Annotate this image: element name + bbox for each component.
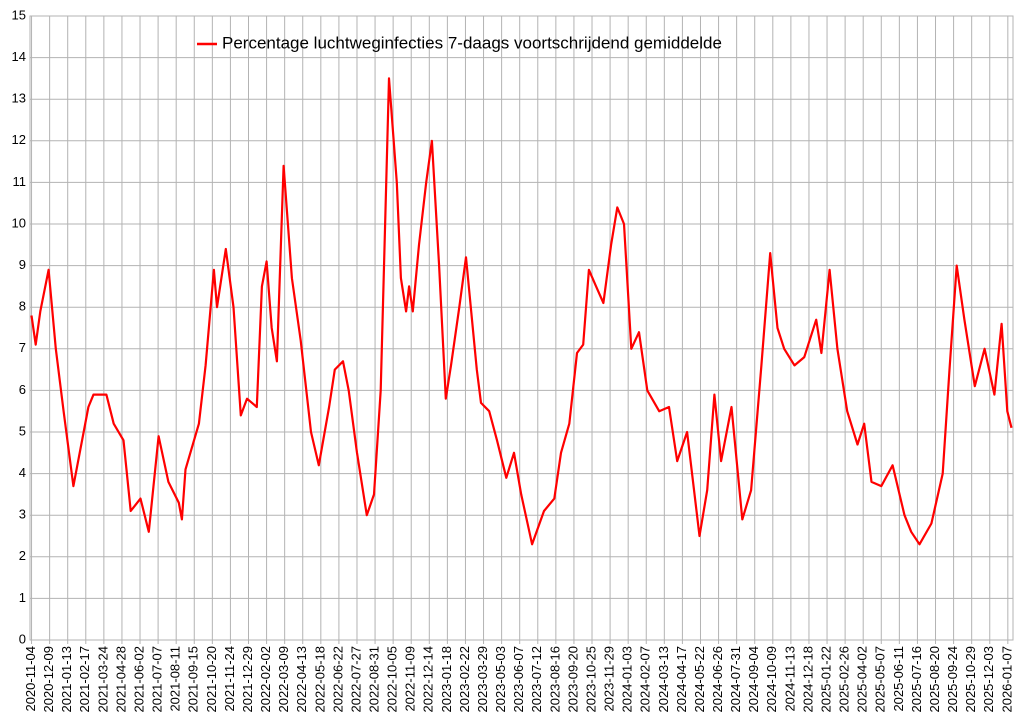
x-tick-label: 2022-04-13 (294, 646, 309, 713)
x-tick-label: 2021-04-28 (113, 646, 128, 713)
y-tick-label: 6 (19, 382, 26, 397)
x-tick-label: 2024-02-07 (638, 646, 653, 713)
x-tick-label: 2023-10-25 (583, 646, 598, 713)
y-tick-label: 15 (12, 7, 26, 22)
x-tick-label: 2025-09-24 (945, 646, 960, 713)
x-tick-label: 2024-09-04 (746, 646, 761, 713)
x-tick-label: 2024-11-13 (782, 646, 797, 712)
x-tick-label: 2021-03-24 (95, 646, 110, 713)
x-tick-label: 2021-10-20 (204, 646, 219, 713)
x-tick-label: 2022-03-09 (276, 646, 291, 713)
x-tick-label: 2025-08-20 (927, 646, 942, 713)
x-tick-label: 2024-05-22 (692, 646, 707, 713)
x-tick-label: 2022-07-27 (348, 646, 363, 713)
y-tick-label: 1 (19, 590, 26, 605)
x-tick-label: 2026-01-07 (999, 646, 1014, 713)
x-tick-label: 2021-02-17 (77, 646, 92, 713)
y-tick-label: 11 (13, 174, 27, 189)
data-line (30, 77, 1013, 546)
x-tick-label: 2023-06-07 (511, 646, 526, 713)
x-tick-label: 2023-08-16 (547, 646, 562, 713)
legend-label: Percentage luchtweginfecties 7-daags voo… (222, 33, 722, 52)
x-tick-label: 2024-04-17 (674, 646, 689, 713)
x-tick-label: 2023-07-12 (529, 646, 544, 713)
x-tick-label: 2021-12-29 (240, 646, 255, 713)
x-tick-label: 2021-07-07 (150, 646, 165, 713)
y-tick-label: 3 (19, 507, 26, 522)
y-tick-label: 10 (12, 215, 26, 230)
x-tick-label: 2022-02-02 (258, 646, 273, 713)
y-tick-label: 0 (19, 631, 26, 646)
x-tick-label: 2023-03-29 (475, 646, 490, 713)
x-tick-label: 2022-10-05 (385, 646, 400, 713)
y-tick-label: 9 (19, 257, 26, 272)
x-tick-label: 2021-06-02 (131, 646, 146, 713)
x-tick-label: 2024-07-31 (728, 646, 743, 713)
x-tick-label: 2022-12-14 (421, 646, 436, 713)
x-tick-label: 2023-09-20 (565, 646, 580, 713)
x-tick-label: 2021-08-11 (168, 646, 183, 712)
y-tick-label: 13 (12, 91, 26, 106)
x-tick-label: 2023-11-29 (602, 646, 617, 712)
x-tick-label: 2024-12-18 (800, 646, 815, 713)
x-tick-label: 2021-09-15 (186, 646, 201, 713)
y-tick-label: 5 (19, 423, 26, 438)
y-tick-label: 4 (19, 465, 26, 480)
x-tick-label: 2024-06-26 (710, 646, 725, 713)
x-tick-label: 2025-10-29 (963, 646, 978, 713)
y-tick-label: 7 (19, 340, 26, 355)
y-tick-label: 2 (19, 548, 26, 563)
x-tick-label: 2024-10-09 (764, 646, 779, 713)
x-tick-label: 2025-02-26 (837, 646, 852, 713)
y-tick-label: 14 (12, 49, 26, 64)
x-tick-label: 2025-05-07 (873, 646, 888, 713)
x-tick-label: 2025-04-02 (855, 646, 870, 713)
y-tick-label: 12 (12, 132, 26, 147)
y-tick-label: 8 (19, 299, 26, 314)
x-tick-label: 2021-11-24 (222, 646, 237, 712)
x-tick-label: 2020-12-09 (41, 646, 56, 713)
x-tick-label: 2021-01-13 (59, 646, 74, 713)
x-tick-label: 2024-03-13 (656, 646, 671, 713)
x-tick-label: 2025-01-22 (818, 646, 833, 713)
x-tick-label: 2020-11-04 (23, 646, 38, 712)
x-tick-label: 2023-01-18 (439, 646, 454, 713)
x-tick-label: 2025-12-03 (981, 646, 996, 713)
x-tick-label: 2025-06-11 (891, 646, 906, 712)
x-tick-label: 2022-06-22 (330, 646, 345, 713)
x-tick-label: 2025-07-16 (909, 646, 924, 713)
x-tick-label: 2023-05-03 (493, 646, 508, 713)
plot-frame (29, 15, 1014, 641)
x-tick-label: 2022-11-09 (403, 646, 418, 712)
x-tick-label: 2024-01-03 (620, 646, 635, 713)
x-tick-label: 2023-02-22 (457, 646, 472, 713)
x-tick-label: 2022-05-18 (312, 646, 327, 713)
x-tick-label: 2022-08-31 (366, 646, 381, 713)
